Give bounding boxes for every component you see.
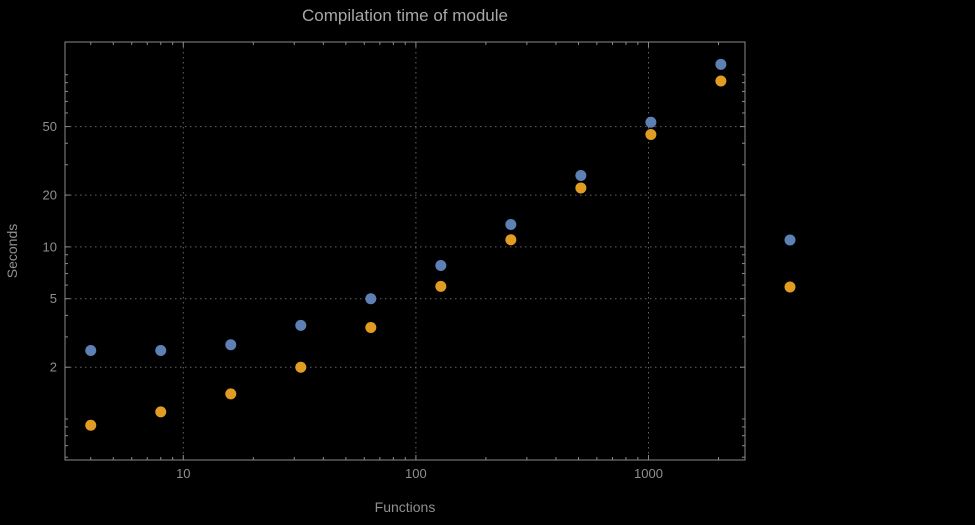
point-series-1-x64	[365, 293, 377, 305]
point-series-2-x32	[295, 361, 307, 373]
y-tick-label-50: 50	[43, 119, 57, 134]
point-series-2-x512	[575, 182, 587, 194]
point-series-2-x64	[365, 322, 377, 334]
y-tick-label-20: 20	[43, 188, 57, 203]
point-series-1-x2048	[715, 58, 727, 70]
point-series-1-x256	[505, 218, 517, 230]
point-series-2-x2048	[715, 75, 727, 87]
x-axis-label: Functions	[374, 499, 436, 515]
x-tick-label-1000: 1000	[634, 466, 663, 481]
point-series-2-x1024	[645, 128, 657, 140]
legend-marker-series-1	[784, 234, 796, 246]
plot-frame	[64, 41, 746, 461]
point-series-2-x128	[435, 280, 447, 292]
y-tick-label-10: 10	[43, 239, 57, 254]
x-tick-label-10: 10	[176, 466, 190, 481]
chart-title: Compilation time of module	[302, 6, 508, 25]
y-axis-label: Seconds	[4, 223, 20, 279]
point-series-2-x4	[85, 419, 97, 431]
point-series-1-x512	[575, 169, 587, 181]
point-series-1-x32	[295, 319, 307, 331]
legend-marker-series-2	[784, 281, 796, 293]
point-series-2-x8	[155, 406, 167, 418]
point-series-1-x1024	[645, 116, 657, 128]
point-series-2-x256	[505, 234, 517, 246]
x-tick-label-100: 100	[405, 466, 427, 481]
point-series-1-x8	[155, 345, 167, 357]
point-series-2-x16	[225, 388, 237, 400]
point-series-1-x16	[225, 339, 237, 351]
y-tick-label-5: 5	[50, 291, 57, 306]
point-series-1-x4	[85, 345, 97, 357]
y-tick-label-2: 2	[50, 360, 57, 375]
point-series-1-x128	[435, 259, 447, 271]
